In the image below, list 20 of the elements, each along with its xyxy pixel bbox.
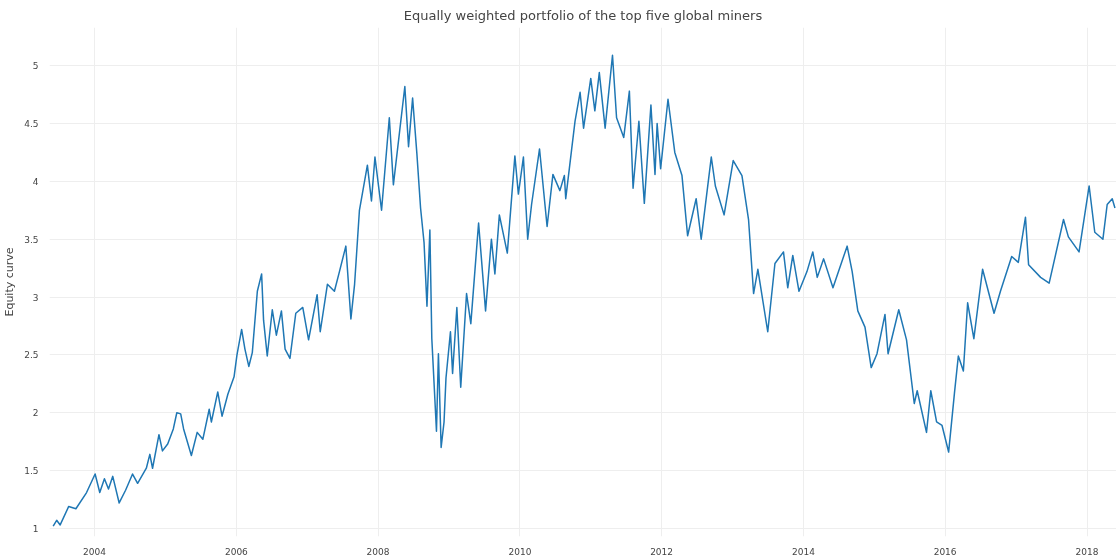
x-tick-label: 2016: [933, 546, 957, 557]
y-tick-label: 1.5: [24, 466, 39, 477]
y-tick-label: 1: [32, 523, 39, 534]
x-tick-label: 2010: [508, 546, 532, 557]
x-tick-label: 2014: [792, 546, 816, 557]
y-tick-label: 3: [32, 292, 39, 303]
line-series: [52, 54, 1116, 527]
x-tick-label: 2004: [83, 546, 107, 557]
chart-title: Equally weighted portfolio of the top five global miners: [403, 7, 763, 23]
y-axis-title: Equity curve: [3, 247, 17, 317]
y-tick-label: 5: [32, 61, 39, 72]
x-tick-label: 2012: [650, 546, 674, 557]
x-tick-label: 2018: [1075, 546, 1099, 557]
x-tick-label: 2006: [224, 546, 249, 557]
x-tick-label: 2008: [366, 546, 390, 557]
y-tick-label: 4.5: [24, 119, 39, 130]
y-tick-label: 3.5: [24, 234, 39, 245]
y-tick-label: 2: [32, 408, 39, 419]
y-tick-label: 2.5: [24, 350, 39, 361]
y-tick-label: 4: [32, 176, 39, 187]
